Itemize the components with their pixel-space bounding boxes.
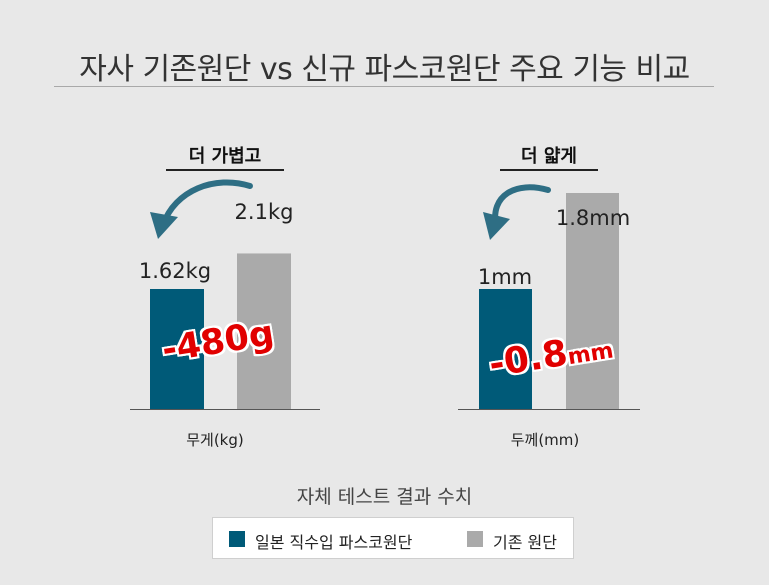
page-title: 자사 기존원단 vs 신규 파스코원단 주요 기능 비교 — [79, 52, 690, 87]
thickness-chart-title: 더 얇게 — [500, 142, 598, 171]
legend-swatch-new — [229, 531, 245, 547]
test-result-note: 자체 테스트 결과 수치 — [296, 486, 473, 508]
weight-new-value-label: 1.62kg — [138, 259, 212, 283]
legend-label-old: 기존 원단 — [493, 533, 557, 552]
weight-x-axis-label: 무게(kg) — [186, 431, 244, 449]
weight-arrow-head-icon — [150, 212, 178, 239]
thickness-new-fabric-bar — [479, 289, 532, 409]
legend-label-new: 일본 직수입 파스코원단 — [255, 533, 413, 552]
weight-old-value-label: 2.1kg — [234, 200, 294, 224]
thickness-old-fabric-bar — [566, 193, 619, 409]
thickness-arrow-head-icon — [483, 212, 510, 240]
weight-new-fabric-bar — [150, 289, 204, 409]
title-divider — [54, 86, 714, 87]
legend: 일본 직수입 파스코원단 기존 원단 — [212, 517, 574, 559]
thickness-x-axis-label: 두께(mm) — [510, 431, 580, 449]
weight-chart-title: 더 가볍고 — [166, 142, 284, 171]
weight-old-fabric-bar — [237, 253, 291, 409]
weight-curved-arrow-icon — [160, 179, 253, 228]
legend-swatch-old — [467, 531, 483, 547]
thickness-new-value-label: 1mm — [477, 265, 533, 289]
thickness-old-value-label: 1.8mm — [555, 206, 631, 230]
